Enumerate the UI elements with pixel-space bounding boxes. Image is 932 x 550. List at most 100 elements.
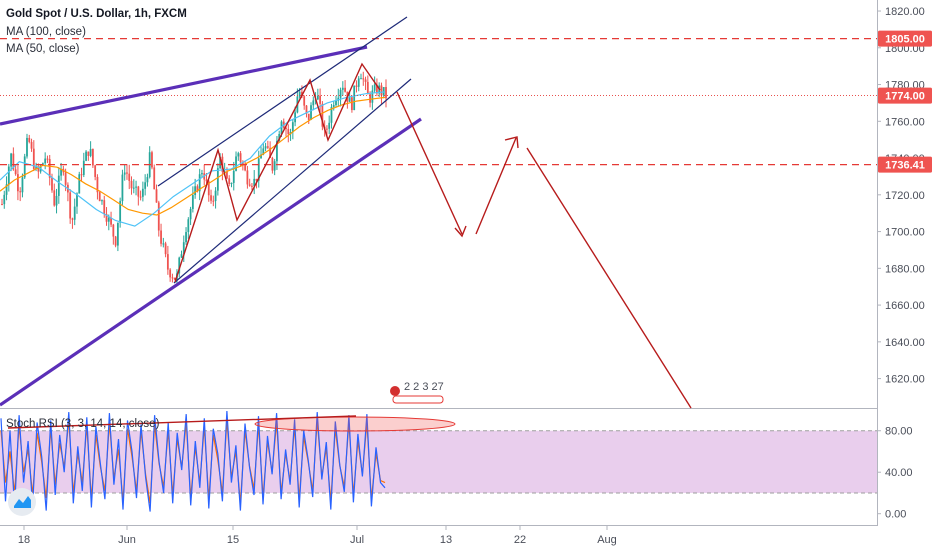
candle-body xyxy=(132,187,135,189)
projection-drop-1[interactable] xyxy=(396,91,463,235)
candle-body xyxy=(339,89,342,98)
candle-body xyxy=(121,174,124,202)
candle-body xyxy=(189,208,192,220)
candle-body xyxy=(82,160,85,175)
candle-body xyxy=(3,194,6,205)
candle-body xyxy=(126,172,128,174)
candle-body xyxy=(110,217,112,225)
candle-body xyxy=(57,175,60,196)
candle-body xyxy=(366,81,369,95)
us-event-flag-icon[interactable] xyxy=(389,385,401,397)
candle-body xyxy=(298,91,301,97)
price-tick-label: 1720.00 xyxy=(885,190,925,202)
candle-body xyxy=(71,218,74,220)
price-tick-label: 1680.00 xyxy=(885,263,925,275)
candle-body xyxy=(319,95,322,104)
candle-body xyxy=(69,192,72,219)
candle-body xyxy=(253,178,256,187)
candle-body xyxy=(262,148,265,155)
candle-body xyxy=(7,166,10,185)
candle-body xyxy=(144,182,147,189)
candle-body xyxy=(373,84,376,91)
candle-body xyxy=(380,85,383,96)
candle-body xyxy=(171,277,174,279)
candle-body xyxy=(105,213,108,222)
candle-body xyxy=(278,134,281,141)
candle-body xyxy=(137,186,140,197)
candle-body xyxy=(269,147,272,158)
candle-body xyxy=(169,269,172,278)
tradingview-logo[interactable] xyxy=(8,488,36,516)
candle-body xyxy=(135,186,137,188)
candle-body xyxy=(246,170,249,185)
candle-body xyxy=(264,146,267,149)
candle-body xyxy=(385,87,387,99)
ma100-legend: MA (100, close) xyxy=(6,26,86,38)
projection-drop-2[interactable] xyxy=(526,147,692,409)
lower-channel-line[interactable] xyxy=(173,78,412,284)
event-marker-label: 2 2 3 27 xyxy=(404,381,444,393)
candle-body xyxy=(307,113,310,120)
upper-channel-line[interactable] xyxy=(157,16,408,187)
candle-body xyxy=(344,87,347,92)
candle-body xyxy=(123,172,126,175)
candle-body xyxy=(328,122,331,129)
candle-body xyxy=(112,224,115,237)
stoch-tick-label: 80.00 xyxy=(885,426,913,438)
candle-body xyxy=(260,154,262,159)
time-tick-label: 13 xyxy=(440,534,452,546)
candle-body xyxy=(241,162,244,166)
candle-body xyxy=(194,186,197,196)
candle-body xyxy=(51,177,53,191)
candle-body xyxy=(101,200,103,202)
candle-body xyxy=(257,158,260,181)
candle-body xyxy=(364,79,367,82)
candle-body xyxy=(348,97,351,102)
candle-body xyxy=(139,196,142,198)
candle-body xyxy=(287,129,290,135)
candle-body xyxy=(46,158,49,160)
candle-body xyxy=(91,148,94,166)
candle-body xyxy=(230,182,233,184)
candle-body xyxy=(321,103,324,127)
candle-body xyxy=(141,188,144,197)
candle-body xyxy=(19,191,22,193)
candle-body xyxy=(326,128,328,130)
candle-body xyxy=(17,174,19,192)
candle-body xyxy=(201,173,203,175)
price-tick-label: 1820.00 xyxy=(885,6,925,18)
candle-body xyxy=(151,152,153,168)
candle-body xyxy=(330,107,333,123)
stoch-k-line xyxy=(0,410,386,512)
time-tick-label: 22 xyxy=(514,534,526,546)
price-tag-1736.41 xyxy=(878,156,932,173)
stoch-divergence-line[interactable] xyxy=(7,415,357,429)
candle-body xyxy=(219,156,222,169)
candle-body xyxy=(89,148,92,156)
event-marker-outline xyxy=(392,395,444,404)
lower-wedge-trendline[interactable] xyxy=(0,117,422,407)
candle-body xyxy=(28,137,31,142)
candle-body xyxy=(182,242,185,255)
candle-body xyxy=(276,140,278,162)
candle-body xyxy=(180,254,183,258)
candle-body xyxy=(157,202,160,231)
candle-body xyxy=(239,153,242,163)
candle-body xyxy=(85,151,87,161)
time-tick-label: 15 xyxy=(227,534,239,546)
price-tag-label: 1805.00 xyxy=(885,34,925,46)
ma50-line xyxy=(0,91,386,227)
candle-body xyxy=(103,200,106,214)
projection-rebound[interactable] xyxy=(475,137,517,235)
candle-body xyxy=(376,84,378,94)
candle-body xyxy=(255,178,258,181)
candle-body xyxy=(107,217,110,222)
zigzag-pattern[interactable] xyxy=(174,62,381,283)
candle-body xyxy=(198,174,201,192)
stoch-overbought-ellipse[interactable] xyxy=(254,416,456,432)
candle-body xyxy=(371,90,374,103)
upper-wedge-trendline[interactable] xyxy=(0,45,368,126)
candle-body xyxy=(280,121,283,135)
